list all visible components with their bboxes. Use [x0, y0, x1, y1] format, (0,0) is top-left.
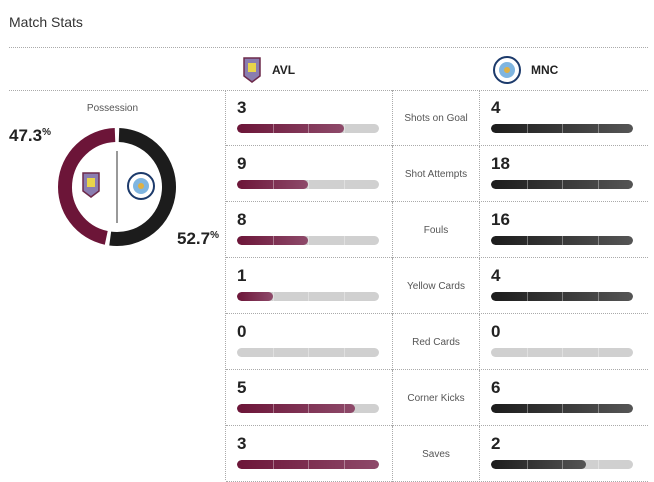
home-stat-value: 5	[237, 378, 247, 397]
away-stat-cell: 0	[480, 314, 648, 370]
away-stat-value: 18	[491, 154, 510, 173]
away-stat-bar-fill	[491, 124, 633, 133]
home-stat-bar	[237, 236, 379, 245]
aston-villa-crest-icon	[82, 172, 100, 198]
stat-row: 8 Fouls 16	[226, 202, 648, 258]
away-stat-value: 2	[491, 434, 501, 453]
home-team-header: AVL	[242, 56, 295, 84]
home-stat-bar	[237, 180, 379, 189]
home-stat-bar-fill	[237, 124, 344, 133]
page-title: Match Stats	[9, 14, 83, 30]
away-stat-value: 16	[491, 210, 510, 229]
stat-label: Saves	[393, 426, 480, 482]
away-stat-bar-fill	[491, 404, 633, 413]
away-stat-cell: 6	[480, 370, 648, 426]
home-stat-bar-fill	[237, 292, 273, 301]
aston-villa-crest-icon	[243, 57, 261, 83]
home-possession-arc	[58, 128, 116, 245]
away-stat-bar	[491, 236, 633, 245]
home-stat-value: 0	[237, 322, 247, 341]
home-stat-bar	[237, 348, 379, 357]
possession-label: Possession	[86, 103, 139, 114]
away-stat-value: 6	[491, 378, 501, 397]
home-stat-cell: 0	[226, 314, 393, 370]
possession-donut	[58, 128, 176, 246]
away-stat-bar	[491, 348, 633, 357]
home-stat-cell: 9	[226, 146, 393, 202]
away-team-abbr: MNC	[531, 63, 559, 77]
away-stat-value: 0	[491, 322, 501, 341]
stat-row: 1 Yellow Cards 4	[226, 258, 648, 314]
away-stat-cell: 16	[480, 202, 648, 258]
stat-label: Yellow Cards	[393, 258, 480, 314]
home-possession: 47.3%	[9, 126, 51, 145]
away-stat-value: 4	[491, 98, 501, 117]
possession-panel: Possession 47.3% 52.7%	[0, 90, 226, 480]
away-stat-cell: 4	[480, 90, 648, 146]
away-stat-bar	[491, 292, 633, 301]
away-stat-cell: 18	[480, 146, 648, 202]
home-stat-value: 3	[237, 98, 247, 117]
home-stat-bar	[237, 404, 379, 413]
home-stat-bar-fill	[237, 404, 356, 413]
away-stat-bar-fill	[491, 236, 633, 245]
home-stat-bar-fill	[237, 180, 308, 189]
away-team-header: MNC	[493, 56, 558, 84]
stat-label: Shots on Goal	[393, 90, 480, 146]
away-stat-bar-fill	[491, 292, 633, 301]
stat-row: 5 Corner Kicks 6	[226, 370, 648, 426]
stat-label: Fouls	[393, 202, 480, 258]
home-stat-cell: 8	[226, 202, 393, 258]
home-stat-bar	[237, 124, 379, 133]
away-stat-bar	[491, 460, 633, 469]
away-stat-bar	[491, 180, 633, 189]
stat-label: Shot Attempts	[393, 146, 480, 202]
home-stat-value: 1	[237, 266, 247, 285]
stat-row: 3 Saves 2	[226, 426, 648, 482]
man-city-crest-icon	[127, 172, 155, 200]
stat-row: 0 Red Cards 0	[226, 314, 648, 370]
stat-row: 9 Shot Attempts 18	[226, 146, 648, 202]
divider	[9, 90, 648, 91]
stat-row: 3 Shots on Goal 4	[226, 90, 648, 146]
home-stat-value: 3	[237, 434, 247, 453]
home-stat-value: 9	[237, 154, 247, 173]
away-stat-bar	[491, 124, 633, 133]
home-stat-bar-fill	[237, 236, 308, 245]
away-possession: 52.7%	[177, 229, 219, 248]
divider	[9, 47, 648, 48]
home-team-abbr: AVL	[272, 63, 296, 77]
stat-label: Red Cards	[393, 314, 480, 370]
away-stat-cell: 2	[480, 426, 648, 482]
away-stat-bar-fill	[491, 180, 633, 189]
away-stat-bar	[491, 404, 633, 413]
home-stat-value: 8	[237, 210, 247, 229]
stat-label: Corner Kicks	[393, 370, 480, 426]
home-stat-cell: 3	[226, 426, 393, 482]
home-stat-bar	[237, 460, 379, 469]
home-stat-cell: 3	[226, 90, 393, 146]
home-stat-cell: 5	[226, 370, 393, 426]
away-stat-value: 4	[491, 266, 501, 285]
home-stat-bar	[237, 292, 379, 301]
home-stat-cell: 1	[226, 258, 393, 314]
away-stat-cell: 4	[480, 258, 648, 314]
away-stat-bar-fill	[491, 460, 586, 469]
man-city-crest-icon	[493, 56, 521, 84]
home-stat-bar-fill	[237, 460, 379, 469]
away-possession-arc	[109, 128, 176, 246]
